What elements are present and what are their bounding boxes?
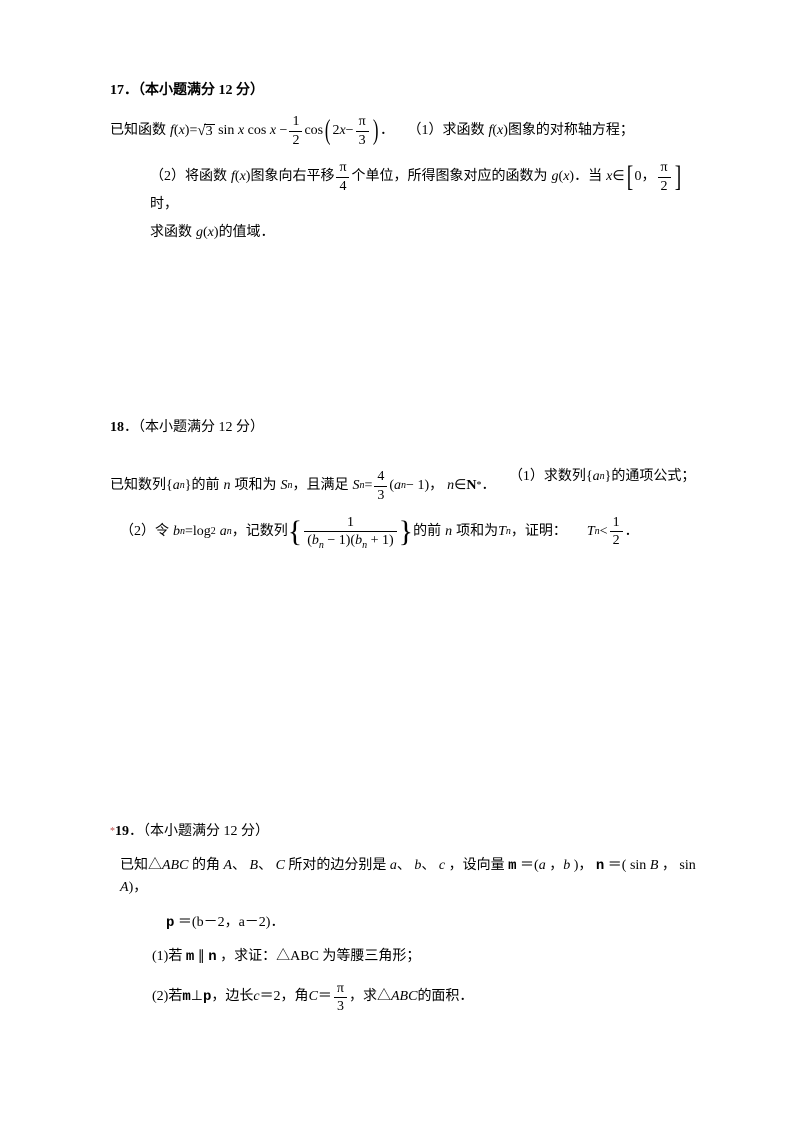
q18-l1-c: 项和为 (234, 475, 276, 497)
q19-header: *19．（本小题满分 12 分） (110, 821, 700, 843)
q18-p2: （2）令 bn = log2 an ，记数列 { 1 (bn − 1)(bn +… (120, 515, 639, 549)
lbrace: { (288, 517, 302, 547)
q19-header-rest: ．（本小题满分 12 分） (129, 824, 269, 839)
q19-l2: p ＝(b－2，a－2)． (166, 912, 700, 934)
frac-pi4: π 4 (336, 160, 349, 194)
q17-p2-d: ．当 (574, 166, 602, 188)
frac-pi2: π 2 (658, 160, 671, 194)
q18-l1-b: 的前 (191, 475, 219, 497)
frac-pi3-b: π 3 (334, 981, 347, 1015)
q18-l1-f: ． (481, 475, 495, 497)
q18-p2-d: 项和为 (456, 521, 498, 543)
zero: 0 (635, 166, 642, 188)
q17-p1-label: （1）求函数 (407, 120, 484, 142)
q18-l1-e: ， (429, 475, 443, 497)
q17-p2-line2-a: 求函数 (150, 222, 192, 244)
q17-p1: （1）求函数 f (x) 图象的对称轴方程； (407, 120, 633, 142)
q17-intro: 已知函数 f ( x ) = √3 sin x cos x − 1 2 cos … (110, 114, 394, 148)
big-lparen: ( (325, 117, 331, 145)
in: ∈ (612, 166, 624, 188)
q17-p2-line2-b: 的值域． (219, 222, 275, 244)
q18-header: 18．（本小题满分 12 分） (110, 417, 700, 439)
minus: − (280, 120, 288, 142)
q18-p2-e: ，证明： (511, 521, 567, 543)
q17-header-text: 17．（本小题满分 12 分） (110, 83, 264, 98)
cos: cos (304, 120, 323, 142)
big-rparen: ) (373, 117, 379, 145)
q19-l1: 已知△ABC 的角 A、 B、 C 所对的边分别是 a、 b、 c ，设向量 m… (120, 855, 700, 900)
q18-l1: 已知数列 {an} 的前 n 项和为 Sn ，且满足 Sn = 4 3 ( an… (110, 469, 495, 503)
frac-half: 1 2 (289, 114, 302, 148)
q17-p2-c: 个单位，所得图象对应的函数为 (352, 166, 548, 188)
spacer-1 (110, 257, 700, 417)
eq: = (189, 120, 197, 142)
q18-p2-b: ，记数列 (232, 521, 288, 543)
rbracket: ] (674, 162, 681, 192)
q18-p2-f: ． (625, 521, 639, 543)
frac-half-2: 1 2 (610, 515, 623, 549)
q18-num: 18 (110, 420, 124, 435)
q18-p2-c: 的前 (413, 521, 441, 543)
q17-p1-tail: 图象的对称轴方程； (508, 120, 634, 142)
q17-p2-b: 图象向右平移 (250, 166, 334, 188)
frac-pi3: π 3 (356, 114, 369, 148)
q18-l1-d: ，且满足 (292, 475, 348, 497)
sqrt3: √3 (197, 124, 214, 139)
gx-g: g (552, 166, 559, 188)
q19-p1: (1)若 m ∥ n ，求证：△ABC 为等腰三角形； (152, 946, 700, 968)
q18-p1-label: （1）求数列 (509, 466, 586, 488)
q18-p2-a: （2）令 (120, 521, 169, 543)
q19-p2: (2)若 m ⊥ p ，边长 c ＝2，角 C ＝ π 3 ，求△ABC 的面积… (152, 981, 473, 1015)
sincos: sin x cos x (215, 120, 280, 142)
minus2: − (346, 120, 354, 142)
q17-p2: （2）将函数 f (x) 图象向右平移 π 4 个单位，所得图象对应的函数为 g… (150, 160, 700, 245)
lbracket: [ (626, 162, 633, 192)
q17-p2-e: 时， (150, 194, 178, 216)
q17-intro-prefix: 已知函数 (110, 120, 166, 142)
q17-header: 17．（本小题满分 12 分） (110, 80, 700, 102)
spacer-2 (110, 561, 700, 821)
q18-p1-tail: 的通项公式； (611, 466, 695, 488)
q18-l1-a: 已知数列 (110, 475, 166, 497)
rbrace: } (399, 517, 413, 547)
period: ． (380, 120, 394, 142)
q18-header-rest: ．（本小题满分 12 分） (124, 420, 264, 435)
two-x: 2x (332, 120, 345, 142)
q17-p2-a: （2）将函数 (150, 166, 227, 188)
frac-seq: 1 (bn − 1)(bn + 1) (304, 515, 396, 549)
q18-p1: （1）求数列 {an} 的通项公式； (509, 466, 695, 488)
q19-num: 19 (115, 824, 129, 839)
frac-4-3: 4 3 (374, 469, 387, 503)
